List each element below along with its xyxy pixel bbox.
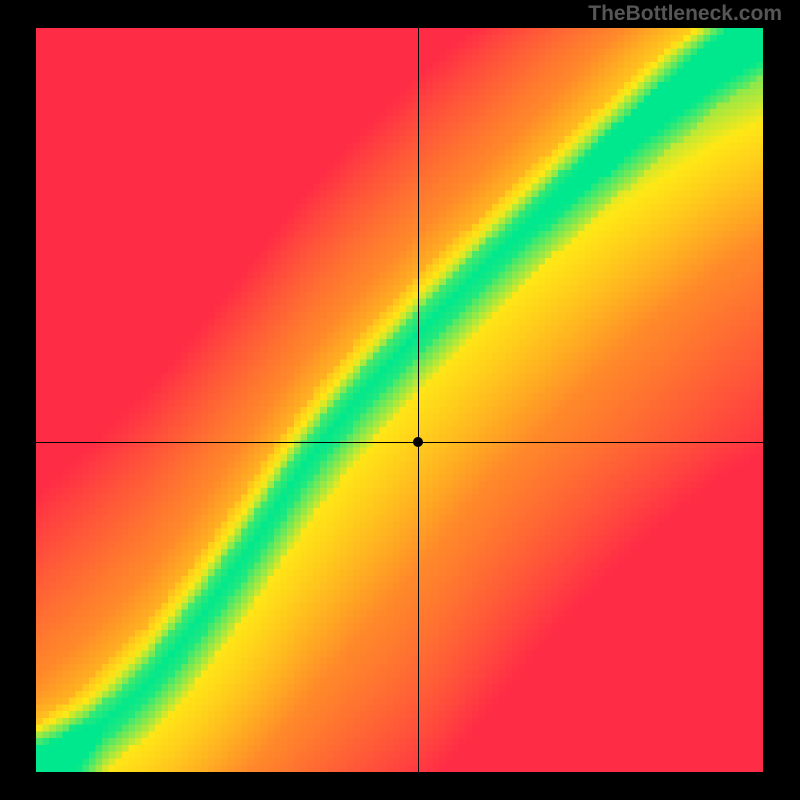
source-watermark: TheBottleneck.com <box>588 2 782 26</box>
crosshair-marker-dot <box>413 437 423 447</box>
bottleneck-heatmap <box>36 28 763 772</box>
crosshair-horizontal-line <box>36 442 763 443</box>
crosshair-vertical-line <box>418 28 419 772</box>
